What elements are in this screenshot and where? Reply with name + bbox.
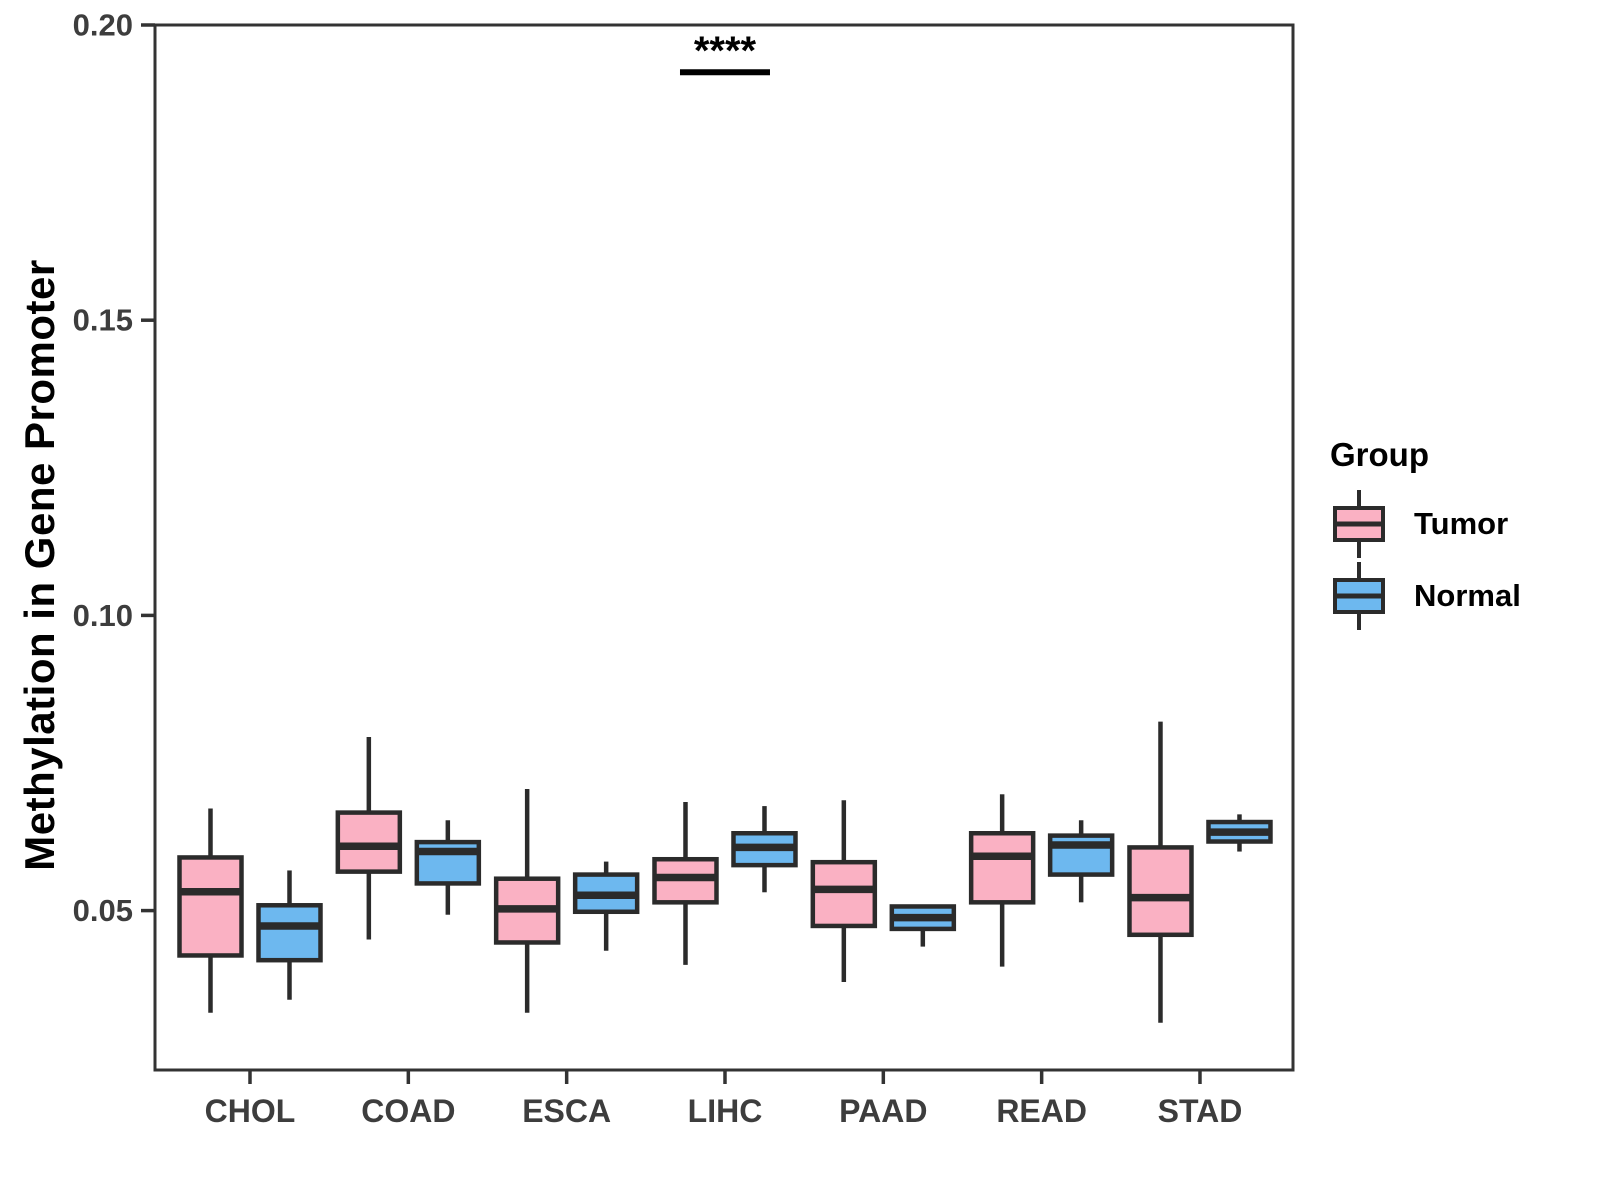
significance-stars: **** xyxy=(694,29,757,73)
tumor-box-coad xyxy=(335,810,403,874)
legend: Group Tumor Normal xyxy=(1330,436,1521,632)
x-tick-label: ESCA xyxy=(522,1093,611,1129)
x-tick-label: LIHC xyxy=(688,1093,763,1129)
tumor-boxplot-glyph-icon xyxy=(1333,490,1385,558)
tumor-box-stad xyxy=(1127,845,1194,938)
tumor-box-chol xyxy=(177,855,244,958)
x-tick-label: STAD xyxy=(1158,1093,1243,1129)
tumor-box-paad xyxy=(810,859,878,929)
y-tick-label: 0.20 xyxy=(73,8,133,43)
normal-box-chol xyxy=(256,903,323,963)
legend-entry-tumor[interactable]: Tumor xyxy=(1330,488,1521,560)
y-tick-label: 0.15 xyxy=(73,303,133,338)
legend-label-tumor: Tumor xyxy=(1414,506,1509,541)
x-tick-label: COAD xyxy=(361,1093,455,1129)
y-tick-label: 0.05 xyxy=(73,893,133,928)
x-tick-label: CHOL xyxy=(205,1093,296,1129)
tumor-box-read xyxy=(968,831,1036,905)
legend-entry-normal[interactable]: Normal xyxy=(1330,560,1521,632)
y-axis-title: Methylation in Gene Promoter xyxy=(16,259,63,871)
legend-title: Group xyxy=(1330,436,1429,473)
x-tick-label: PAAD xyxy=(839,1093,927,1129)
x-tick-label: READ xyxy=(996,1093,1087,1129)
normal-boxplot-glyph-icon xyxy=(1333,562,1385,630)
y-tick-label: 0.10 xyxy=(73,598,133,633)
legend-label-normal: Normal xyxy=(1414,578,1521,613)
panel-border xyxy=(153,23,1295,1072)
